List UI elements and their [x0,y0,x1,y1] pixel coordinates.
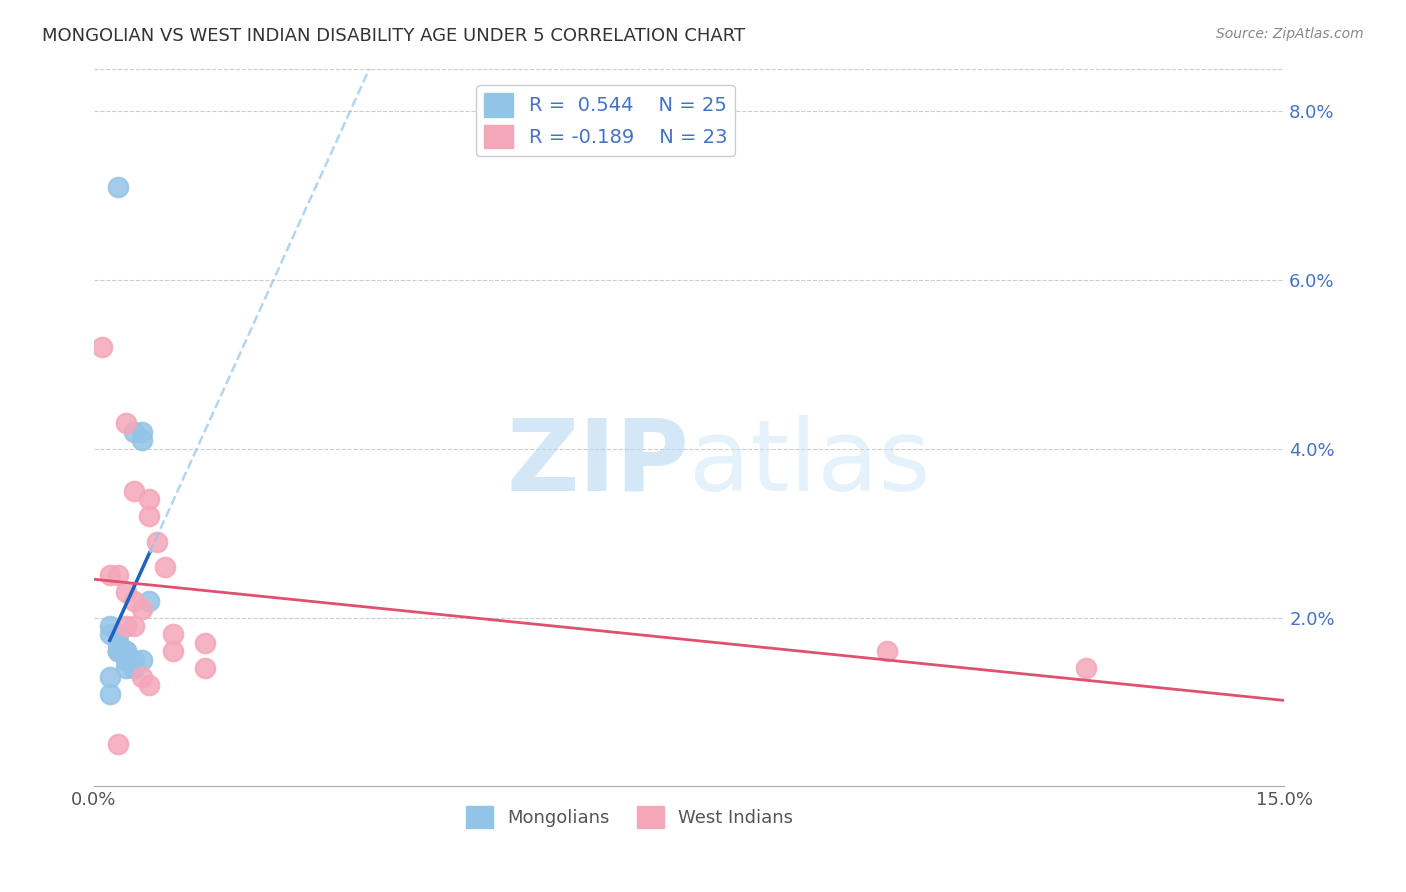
Point [98,568,121,582]
Point [138,509,160,524]
Point [146,534,169,549]
Point [107,644,129,658]
Point [122,593,145,607]
Point [114,661,136,675]
Text: ZIP: ZIP [506,415,689,512]
Text: Source: ZipAtlas.com: Source: ZipAtlas.com [1216,27,1364,41]
Point [122,483,145,498]
Point [107,644,129,658]
Point [138,593,160,607]
Point [876,644,898,658]
Point [98,687,121,701]
Point [131,425,153,439]
Point [131,653,153,667]
Point [122,661,145,675]
Point [114,619,136,633]
Point [107,568,129,582]
Point [98,670,121,684]
Point [131,433,153,447]
Point [107,636,129,650]
Point [114,644,136,658]
Point [114,644,136,658]
Point [122,619,145,633]
Point [98,627,121,641]
Point [122,425,145,439]
Point [155,560,177,574]
Point [138,492,160,507]
Point [131,670,153,684]
Point [114,585,136,599]
Text: atlas: atlas [689,415,931,512]
Point [122,653,145,667]
Point [1074,661,1097,675]
Point [98,619,121,633]
Point [131,602,153,616]
Point [107,636,129,650]
Legend: Mongolians, West Indians: Mongolians, West Indians [458,798,800,835]
Point [114,653,136,667]
Text: MONGOLIAN VS WEST INDIAN DISABILITY AGE UNDER 5 CORRELATION CHART: MONGOLIAN VS WEST INDIAN DISABILITY AGE … [42,27,745,45]
Point [194,661,217,675]
Point [114,417,136,431]
Point [90,340,112,354]
Point [107,627,129,641]
Point [162,644,184,658]
Point [107,179,129,194]
Point [194,636,217,650]
Point [114,653,136,667]
Point [107,737,129,751]
Point [107,636,129,650]
Point [162,627,184,641]
Point [138,678,160,692]
Point [107,644,129,658]
Point [122,661,145,675]
